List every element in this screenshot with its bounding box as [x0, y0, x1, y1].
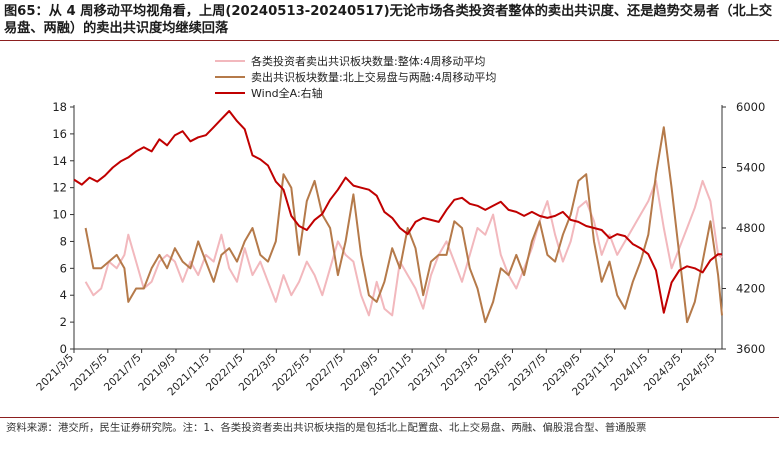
left-tick-label: 4	[60, 288, 67, 302]
title-rule	[0, 40, 779, 41]
left-tick-label: 10	[52, 208, 67, 222]
left-tick-label: 18	[52, 100, 67, 114]
series-total-line	[84, 179, 723, 317]
left-tick-label: 0	[60, 342, 67, 356]
legend-label: Wind全A:右轴	[251, 86, 323, 100]
left-tick-label: 14	[52, 154, 67, 168]
left-tick-label: 8	[60, 234, 67, 248]
right-tick-label: 3600	[736, 342, 765, 356]
chart-legend: 各类投资者卖出共识板块数量:整体:4周移动平均卖出共识板块数量:北上交易盘与两融…	[215, 54, 496, 100]
footer-rule	[0, 417, 779, 418]
right-tick-label: 5400	[736, 161, 765, 175]
right-tick-label: 4800	[736, 221, 765, 235]
series-wind-line	[73, 110, 722, 314]
chart-lines	[73, 110, 723, 324]
legend-label: 各类投资者卖出共识板块数量:整体:4周移动平均	[251, 54, 485, 68]
series-trend-line	[84, 126, 723, 324]
right-tick-label: 4200	[736, 282, 765, 296]
chart-title: 图65：从 4 周移动平均视角看，上周(20240513-20240517)无论…	[4, 4, 773, 36]
left-tick-label: 6	[60, 261, 67, 275]
left-tick-label: 12	[52, 181, 67, 195]
left-tick-label: 16	[52, 127, 67, 141]
chart-axes: 024681012141618360042004800540060002021/…	[34, 100, 765, 398]
legend-label: 卖出共识板块数量:北上交易盘与两融:4周移动平均	[251, 70, 496, 84]
x-tick-label: 2024/5/5	[676, 352, 718, 394]
right-tick-label: 6000	[736, 100, 765, 114]
left-tick-label: 2	[60, 315, 67, 329]
source-note: 资料来源：港交所，民生证券研究院。注：1、各类投资者卖出共识板块指的是包括北上配…	[6, 422, 647, 434]
